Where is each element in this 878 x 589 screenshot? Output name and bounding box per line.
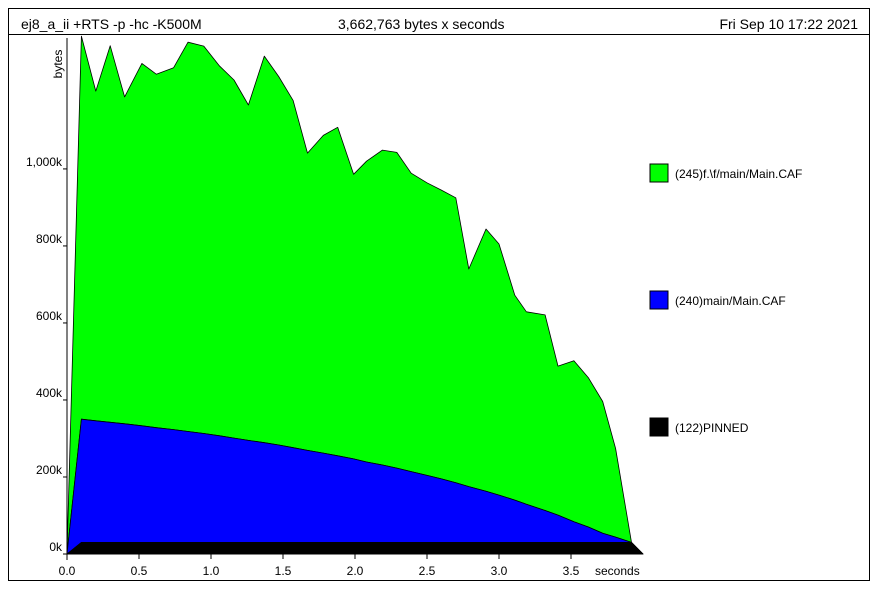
legend-label: (240)main/Main.CAF bbox=[675, 294, 786, 308]
legend: (245)f.\f/main/Main.CAF (240)main/Main.CA… bbox=[649, 163, 802, 437]
legend-swatch bbox=[649, 417, 669, 437]
x-tick-label: 2.0 bbox=[347, 564, 364, 578]
x-tick-label: 3.5 bbox=[563, 564, 580, 578]
x-tick-label: 2.5 bbox=[419, 564, 436, 578]
legend-swatch bbox=[649, 290, 669, 310]
y-tick-label: 800k bbox=[36, 232, 63, 246]
legend-swatch bbox=[649, 163, 669, 183]
y-tick-label: 600k bbox=[36, 309, 63, 323]
x-axis-label: seconds bbox=[595, 564, 640, 578]
y-tick-label: 0k bbox=[49, 540, 63, 554]
x-tick-label: 0.5 bbox=[131, 564, 148, 578]
chart-header: ej8_a_ii +RTS -p -hc -K500M 3,662,763 by… bbox=[8, 8, 870, 35]
bytes-seconds-summary: 3,662,763 bytes x seconds bbox=[338, 16, 505, 32]
x-tick-label: 0.0 bbox=[59, 564, 76, 578]
y-tick-label: 400k bbox=[36, 386, 63, 400]
x-tick-label: 1.0 bbox=[203, 564, 220, 578]
y-tick-label: 1,000k bbox=[26, 155, 63, 169]
run-date: Fri Sep 10 17:22 2021 bbox=[719, 16, 858, 32]
x-tick-label: 3.0 bbox=[491, 564, 508, 578]
chart-frame bbox=[8, 8, 870, 581]
area-122-pinned bbox=[66, 542, 644, 555]
program-title: ej8_a_ii +RTS -p -hc -K500M bbox=[21, 16, 202, 32]
axes: 0k 200k 400k 600k 800k 1,000k 0.0 0.5 1.0 1.5 2.0 2… bbox=[26, 38, 643, 578]
legend-label: (245)f.\f/main/Main.CAF bbox=[675, 167, 802, 181]
stacked-areas bbox=[66, 35, 644, 555]
legend-label: (122)PINNED bbox=[675, 421, 749, 435]
y-axis-label: bytes bbox=[51, 50, 65, 79]
y-tick-label: 200k bbox=[36, 463, 63, 477]
x-tick-label: 1.5 bbox=[275, 564, 292, 578]
